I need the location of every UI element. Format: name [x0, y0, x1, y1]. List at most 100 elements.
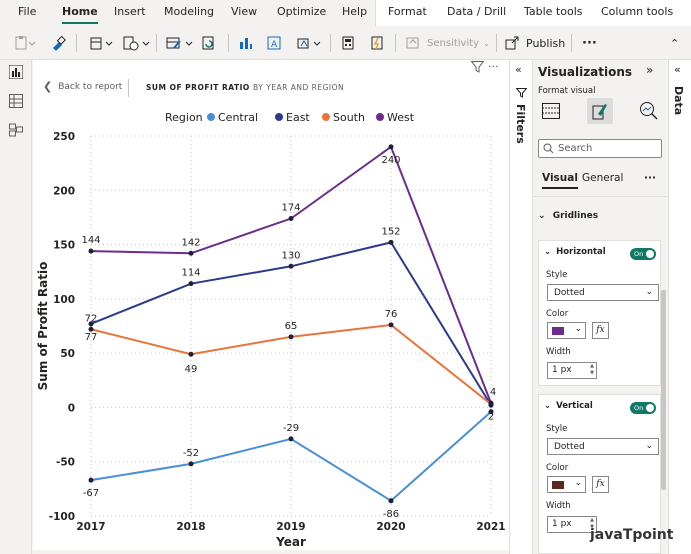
search-placeholder: Search — [558, 143, 593, 154]
conditional-format-button[interactable]: fx — [592, 322, 609, 339]
recent-sources-icon — [123, 36, 150, 51]
spin-arrows-icon[interactable]: ▲ ▼ — [590, 363, 594, 376]
chevron-down-icon: ⌄ — [574, 478, 582, 488]
tab-column-tools[interactable]: Column tools — [601, 5, 674, 18]
more-button[interactable]: ··· — [582, 35, 597, 51]
sensitivity-icon — [406, 37, 419, 49]
refresh-icon — [202, 36, 214, 50]
collapse-chevron-icon[interactable]: « — [674, 63, 681, 76]
y-tick-label: -50 — [56, 457, 75, 469]
analytics-icon[interactable] — [639, 101, 659, 121]
toolbar-separator — [228, 34, 229, 52]
data-label-west: 144 — [81, 235, 100, 246]
transform-data-button[interactable] — [165, 32, 195, 54]
horizontal-toggle[interactable]: On — [630, 248, 656, 260]
publish-button[interactable]: Publish — [504, 32, 565, 54]
collapse-ribbon-chevron-icon[interactable]: ⌃ — [670, 36, 680, 50]
filter-funnel-icon — [516, 88, 527, 98]
gridlines-section-header[interactable]: ⌄ Gridlines — [538, 211, 598, 221]
horizontal-color-picker[interactable]: ⌄ — [547, 322, 586, 339]
table-view-icon[interactable] — [9, 94, 23, 108]
model-view-icon[interactable] — [9, 123, 23, 137]
build-visual-icon[interactable] — [542, 103, 560, 119]
tab-optimize[interactable]: Optimize — [277, 5, 327, 18]
new-measure-button[interactable] — [340, 32, 356, 54]
new-visual-button[interactable] — [238, 32, 254, 54]
vertical-header[interactable]: ⌄ Vertical — [544, 401, 593, 411]
y-tick-label: 150 — [53, 240, 75, 252]
view-switcher-rail — [0, 60, 32, 554]
more-visuals-button[interactable] — [296, 32, 324, 54]
horizontal-width-input[interactable]: 1 px ▲ ▼ — [547, 362, 597, 379]
horizontal-header[interactable]: ⌄ Horizontal — [544, 247, 606, 257]
data-label-east: 130 — [281, 250, 300, 261]
data-label-west: 240 — [381, 155, 400, 166]
tab-more-options[interactable]: ··· — [644, 172, 656, 184]
data-label-south: 72 — [85, 313, 98, 324]
data-label-west: 4 — [490, 387, 496, 398]
width-value: 1 px — [552, 519, 572, 529]
visual-more-options-button[interactable]: ··· — [488, 60, 499, 73]
recent-sources-button[interactable] — [122, 32, 152, 54]
filter-icon[interactable] — [471, 61, 484, 73]
tab-general[interactable]: General — [582, 172, 624, 184]
gridlines-label: Gridlines — [552, 211, 599, 221]
legend-marker-south — [322, 113, 330, 121]
data-label-east: 152 — [381, 226, 400, 237]
visualizations-pane: Visualizations » Format visual Search Vi… — [533, 60, 669, 554]
tab-file[interactable]: File — [18, 5, 37, 18]
data-pane[interactable]: « Data — [669, 60, 691, 554]
format-visual-tab[interactable] — [587, 98, 613, 124]
color-swatch — [552, 481, 564, 489]
text-box-button[interactable]: A — [266, 32, 282, 54]
expand-chevron-icon[interactable]: » — [646, 63, 654, 77]
quick-measure-icon — [371, 36, 383, 50]
vertical-width-input[interactable]: 1 px ▲ ▼ — [547, 516, 597, 533]
data-label-east: 114 — [181, 268, 200, 279]
sensitivity-button[interactable]: Sensitivity ⌄ — [405, 32, 490, 54]
legend-entry-east: East — [286, 111, 310, 124]
vertical-toggle[interactable]: On — [630, 402, 656, 414]
tab-table-tools[interactable]: Table tools — [524, 5, 583, 18]
filters-pane[interactable]: « Filters — [509, 60, 533, 554]
ribbon-toolbar: A Sensitivity ⌄ Publish ··· ⌃ — [0, 26, 691, 60]
refresh-button[interactable] — [200, 32, 218, 54]
tab-insert[interactable]: Insert — [114, 5, 146, 18]
format-painter-button[interactable] — [50, 32, 66, 54]
tab-data-drill[interactable]: Data / Drill — [447, 5, 507, 18]
tab-help[interactable]: Help — [342, 5, 368, 18]
horizontal-style-select[interactable]: Dotted ⌄ — [547, 284, 659, 301]
search-input[interactable]: Search — [538, 139, 662, 158]
legend-entry-central: Central — [218, 111, 258, 124]
tab-modeling[interactable]: Modeling — [164, 5, 215, 18]
tab-view[interactable]: View — [231, 5, 258, 18]
report-view-icon[interactable] — [9, 65, 23, 79]
tab-visual[interactable]: Visual — [542, 172, 578, 189]
quick-measure-button[interactable] — [369, 32, 385, 54]
color-swatch — [552, 327, 564, 335]
vertical-style-select[interactable]: Dotted ⌄ — [547, 438, 659, 455]
back-to-report-button[interactable]: ❮ Back to report — [43, 80, 122, 93]
collapse-chevron-icon[interactable]: « — [515, 63, 522, 76]
vertical-color-picker[interactable]: ⌄ — [547, 476, 586, 493]
color-label: Color — [546, 463, 569, 473]
tab-home[interactable]: Home — [62, 5, 98, 24]
y-tick-label: 100 — [53, 294, 75, 306]
paste-button[interactable] — [14, 32, 36, 54]
get-data-button[interactable] — [89, 32, 115, 54]
width-value: 1 px — [552, 365, 572, 375]
data-point-central — [388, 498, 394, 504]
pane-scrollbar[interactable] — [661, 290, 666, 490]
tab-format[interactable]: Format — [388, 5, 427, 18]
svg-text:A: A — [271, 40, 278, 50]
active-tab-underline — [542, 187, 578, 189]
toolbar-separator — [156, 34, 157, 52]
breadcrumb-subtitle: BY YEAR AND REGION — [253, 83, 345, 92]
breadcrumb-divider — [128, 79, 129, 97]
breadcrumb-title: SUM OF PROFIT RATIO — [146, 83, 250, 92]
data-label-central: -29 — [283, 423, 299, 434]
data-label-south: 49 — [185, 364, 198, 375]
conditional-format-button[interactable]: fx — [592, 476, 609, 493]
spin-arrows-icon[interactable]: ▲ ▼ — [590, 517, 594, 530]
legend-entry-west: West — [387, 111, 415, 124]
